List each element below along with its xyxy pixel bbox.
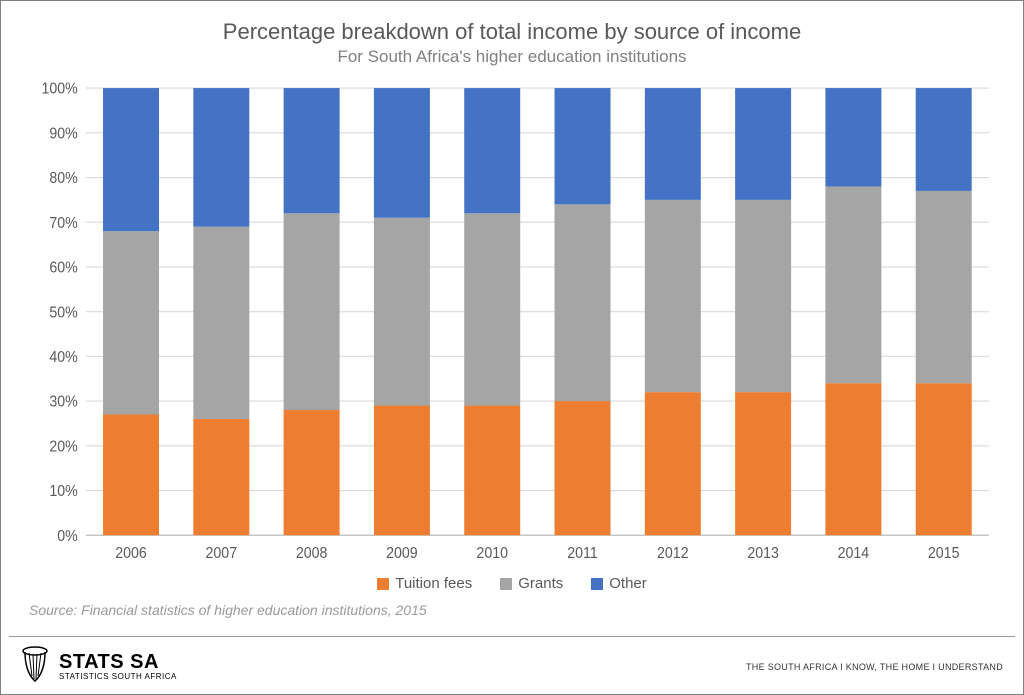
bar-segment	[284, 213, 340, 410]
bar-segment	[103, 414, 159, 535]
footer-tagline: THE SOUTH AFRICA I KNOW, THE HOME I UNDE…	[746, 662, 1003, 672]
legend-item: Tuition fees	[377, 575, 472, 592]
bar-segment	[645, 392, 701, 535]
plot-area: 0% 10% 20% 30% 40% 50% 60% 70% 80% 90% 100% 2006 200…	[25, 79, 999, 567]
svg-text:2012: 2012	[657, 544, 689, 562]
legend: Tuition fees Grants Other	[25, 575, 999, 592]
bar-segment	[464, 88, 520, 213]
legend-label: Grants	[518, 575, 563, 592]
bar-segment	[374, 88, 430, 218]
bar-segment	[374, 218, 430, 406]
svg-text:10%: 10%	[49, 482, 77, 500]
bar-segment	[735, 88, 791, 200]
bar-segment	[284, 410, 340, 535]
bar-segment	[916, 191, 972, 383]
svg-text:0%: 0%	[57, 527, 78, 545]
bar-segment	[464, 406, 520, 536]
bar-segment	[916, 383, 972, 535]
bar-segment	[374, 406, 430, 536]
svg-text:60%: 60%	[49, 259, 77, 277]
svg-text:2007: 2007	[206, 544, 238, 562]
source-text: Source: Financial statistics of higher e…	[29, 602, 999, 618]
chart-panel: Percentage breakdown of total income by …	[1, 1, 1023, 626]
bar-segment	[103, 231, 159, 414]
svg-text:20%: 20%	[49, 438, 77, 456]
svg-text:2009: 2009	[386, 544, 418, 562]
svg-text:2014: 2014	[838, 544, 870, 562]
chart-title: Percentage breakdown of total income by …	[25, 19, 999, 45]
legend-label: Other	[609, 575, 647, 592]
svg-text:2008: 2008	[296, 544, 328, 562]
bar-segment	[193, 227, 249, 419]
bar-segment	[825, 88, 881, 186]
bar-segment	[825, 186, 881, 383]
bar-segment	[735, 392, 791, 535]
legend-swatch	[377, 578, 389, 590]
svg-text:70%: 70%	[49, 214, 77, 232]
bar-segment	[916, 88, 972, 191]
svg-text:90%: 90%	[49, 125, 77, 143]
svg-text:100%: 100%	[41, 80, 77, 98]
legend-item: Other	[591, 575, 647, 592]
brand-main: STATS SA	[59, 652, 177, 673]
svg-text:2013: 2013	[747, 544, 779, 562]
bar-segment	[825, 383, 881, 535]
legend-label: Tuition fees	[395, 575, 472, 592]
svg-text:50%: 50%	[49, 304, 77, 322]
bar-segment	[103, 88, 159, 231]
bar-segment	[555, 204, 611, 401]
legend-swatch	[500, 578, 512, 590]
footer: STATS SA STATISTICS SOUTH AFRICA THE SOU…	[9, 636, 1015, 694]
svg-text:2011: 2011	[567, 544, 598, 562]
brand: STATS SA STATISTICS SOUTH AFRICA	[21, 646, 177, 687]
brand-sub: STATISTICS SOUTH AFRICA	[59, 673, 177, 681]
bar-segment	[645, 200, 701, 392]
bar-segment	[193, 419, 249, 535]
svg-text:2015: 2015	[928, 544, 960, 562]
svg-text:40%: 40%	[49, 348, 77, 366]
bar-segment	[193, 88, 249, 227]
bar-segment	[555, 88, 611, 204]
brand-text: STATS SA STATISTICS SOUTH AFRICA	[59, 652, 177, 681]
chart-frame: Percentage breakdown of total income by …	[0, 0, 1024, 695]
legend-swatch	[591, 578, 603, 590]
svg-text:2006: 2006	[115, 544, 147, 562]
bar-segment	[735, 200, 791, 392]
bar-segment	[645, 88, 701, 200]
svg-text:80%: 80%	[49, 169, 77, 187]
bar-segment	[284, 88, 340, 213]
chart-subtitle: For South Africa's higher education inst…	[25, 47, 999, 67]
brand-logo-icon	[21, 646, 49, 687]
legend-item: Grants	[500, 575, 563, 592]
stacked-bar-svg: 0% 10% 20% 30% 40% 50% 60% 70% 80% 90% 100% 2006 200…	[25, 79, 999, 567]
bar-segment	[464, 213, 520, 405]
svg-text:2010: 2010	[476, 544, 508, 562]
svg-text:30%: 30%	[49, 393, 77, 411]
bar-segment	[555, 401, 611, 535]
